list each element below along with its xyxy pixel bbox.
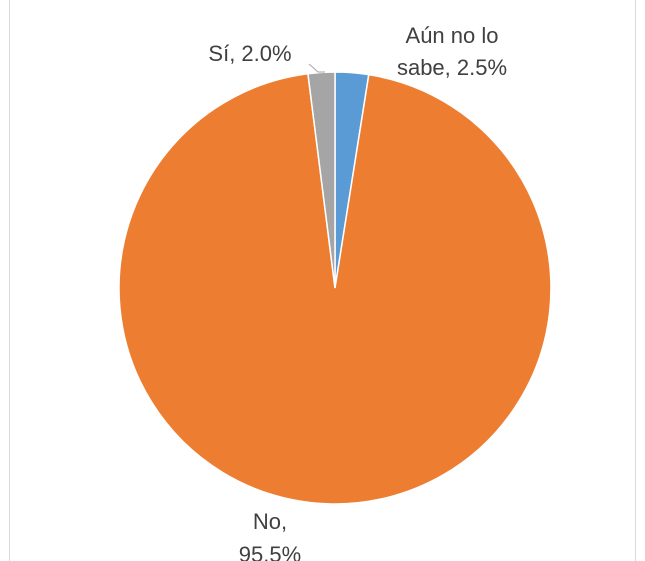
data-label-1: No, 95.5% (239, 509, 301, 561)
data-labels: Aún no lo sabe, 2.5% No, 95.5% Sí, 2.0% (208, 23, 507, 561)
data-label-line: No, (253, 509, 287, 534)
data-label-line: Sí, 2.0% (208, 41, 291, 66)
data-label-line: sabe, 2.5% (397, 55, 507, 80)
leader-line-si (308, 63, 325, 73)
pie-slice-no (118, 72, 552, 505)
data-label-0: Aún no lo sabe, 2.5% (397, 23, 507, 80)
data-label-line: 95.5% (239, 542, 301, 561)
data-label-2: Sí, 2.0% (208, 41, 291, 66)
leader-lines (308, 63, 325, 73)
pie-slices (118, 71, 552, 505)
chart-frame (9, 0, 636, 561)
data-label-line: Aún no lo (406, 23, 499, 48)
